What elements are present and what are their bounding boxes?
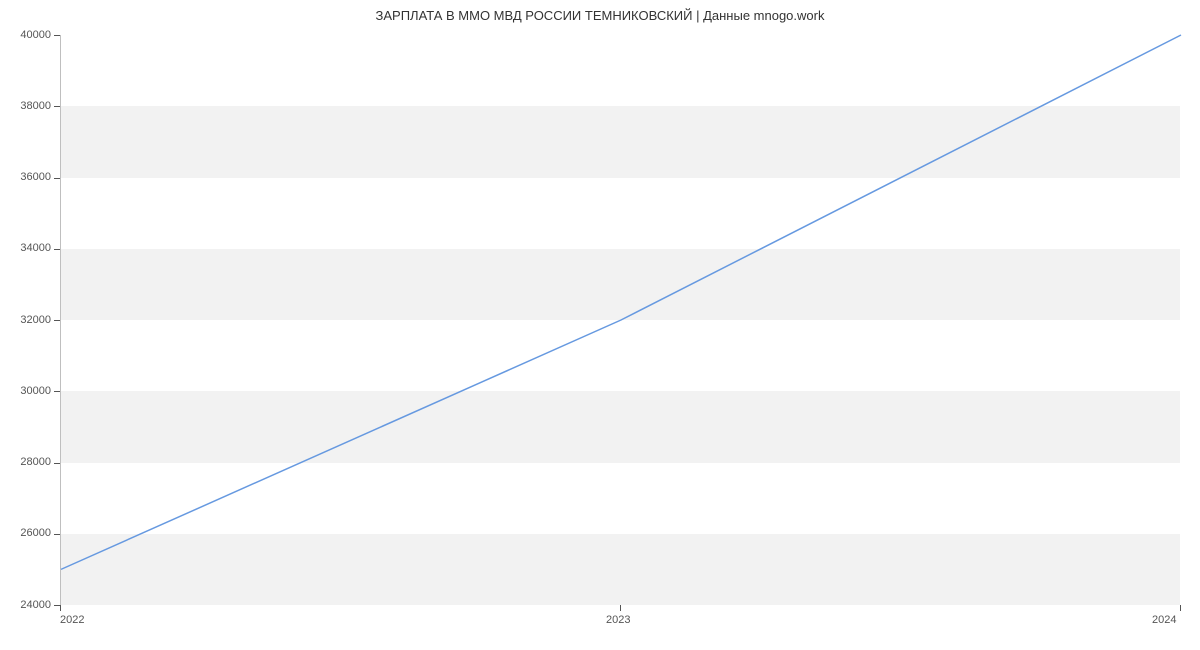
y-tick-mark — [54, 106, 60, 107]
y-tick-mark — [54, 249, 60, 250]
y-tick-label: 40000 — [20, 29, 51, 41]
series-salary — [61, 35, 1181, 569]
y-tick-mark — [54, 178, 60, 179]
y-tick-mark — [54, 463, 60, 464]
x-tick-label: 2022 — [60, 614, 84, 626]
y-tick-label: 36000 — [20, 171, 51, 183]
y-tick-label: 32000 — [20, 314, 51, 326]
x-tick-mark — [620, 605, 621, 611]
y-tick-mark — [54, 534, 60, 535]
x-tick-label: 2023 — [606, 614, 630, 626]
y-tick-mark — [54, 391, 60, 392]
x-tick-mark — [1180, 605, 1181, 611]
salary-line-chart: ЗАРПЛАТА В ММО МВД РОССИИ ТЕМНИКОВСКИЙ |… — [0, 0, 1200, 650]
y-tick-label: 24000 — [20, 599, 51, 611]
plot-area — [60, 35, 1180, 605]
y-tick-label: 30000 — [20, 385, 51, 397]
chart-title: ЗАРПЛАТА В ММО МВД РОССИИ ТЕМНИКОВСКИЙ |… — [0, 8, 1200, 23]
x-tick-label: 2024 — [1152, 614, 1176, 626]
x-tick-mark — [60, 605, 61, 611]
y-tick-mark — [54, 35, 60, 36]
y-tick-label: 34000 — [20, 242, 51, 254]
y-tick-label: 38000 — [20, 100, 51, 112]
series-line — [61, 35, 1181, 605]
y-tick-mark — [54, 320, 60, 321]
y-tick-label: 26000 — [20, 527, 51, 539]
y-tick-label: 28000 — [20, 456, 51, 468]
